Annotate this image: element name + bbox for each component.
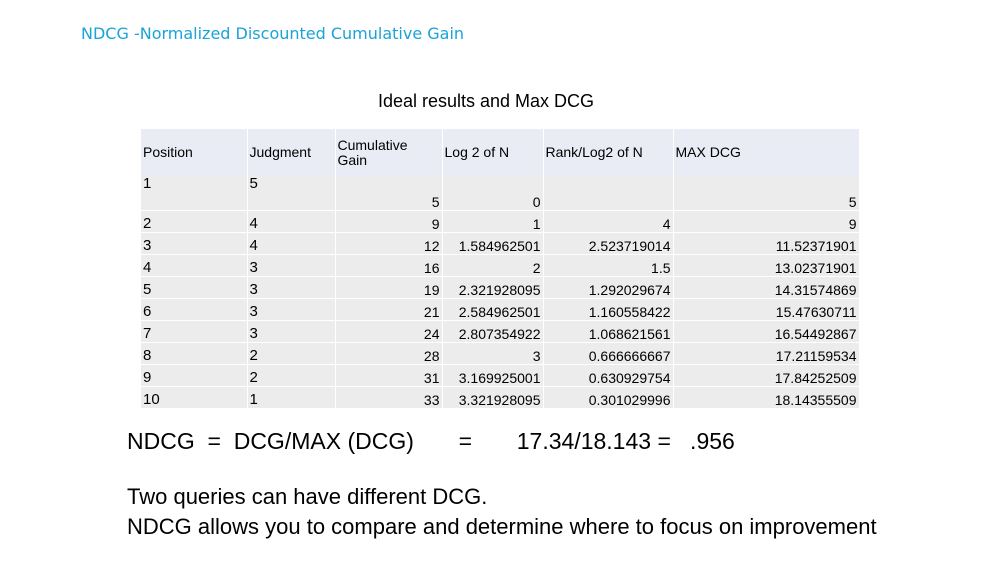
table-row: 10 1 33 3.321928095 0.301029996 18.14355509 bbox=[141, 386, 860, 409]
cell-position: 10 bbox=[141, 386, 248, 409]
header-position: Position bbox=[141, 129, 248, 176]
ideal-results-table: Position Judgment Cumulative Gain Log 2 … bbox=[141, 129, 860, 409]
cell-rank-log2-of-n: 0.666666667 bbox=[543, 342, 674, 365]
cell-cumulative-gain: 16 bbox=[335, 254, 443, 277]
cell-cumulative-gain: 33 bbox=[335, 386, 443, 409]
table-row: 9 2 31 3.169925001 0.630929754 17.84252509 bbox=[141, 364, 860, 387]
cell-position: 4 bbox=[141, 254, 248, 277]
cell-max-dcg: 5 bbox=[673, 176, 860, 211]
cell-log2-of-n: 3 bbox=[442, 342, 544, 365]
cell-cumulative-gain: 12 bbox=[335, 232, 443, 255]
cell-rank-log2-of-n: 4 bbox=[543, 210, 674, 233]
cell-rank-log2-of-n: 0.630929754 bbox=[543, 364, 674, 387]
cell-judgment: 1 bbox=[247, 386, 336, 409]
table-row: 6 3 21 2.584962501 1.160558422 15.47630711 bbox=[141, 298, 860, 321]
cell-position: 7 bbox=[141, 320, 248, 343]
header-cumulative-gain: Cumulative Gain bbox=[335, 129, 443, 176]
cell-cumulative-gain: 19 bbox=[335, 276, 443, 299]
table-row: 3 4 12 1.584962501 2.523719014 11.52371901 bbox=[141, 232, 860, 255]
cell-position: 5 bbox=[141, 276, 248, 299]
cell-cumulative-gain: 24 bbox=[335, 320, 443, 343]
table-row: 8 2 28 3 0.666666667 17.21159534 bbox=[141, 342, 860, 365]
table-row: 4 3 16 2 1.5 13.02371901 bbox=[141, 254, 860, 277]
cell-rank-log2-of-n: 1.5 bbox=[543, 254, 674, 277]
note-line-1: Two queries can have different DCG. bbox=[127, 484, 488, 509]
cell-max-dcg: 17.84252509 bbox=[673, 364, 860, 387]
cell-judgment: 5 bbox=[247, 176, 336, 211]
cell-position: 1 bbox=[141, 176, 248, 211]
cell-judgment: 3 bbox=[247, 320, 336, 343]
cell-log2-of-n: 0 bbox=[442, 176, 544, 211]
note-line-2: NDCG allows you to compare and determine… bbox=[127, 514, 877, 539]
cell-position: 3 bbox=[141, 232, 248, 255]
cell-judgment: 2 bbox=[247, 342, 336, 365]
cell-rank-log2-of-n: 2.523719014 bbox=[543, 232, 674, 255]
cell-max-dcg: 13.02371901 bbox=[673, 254, 860, 277]
cell-judgment: 4 bbox=[247, 232, 336, 255]
cell-judgment: 4 bbox=[247, 210, 336, 233]
cell-max-dcg: 16.54492867 bbox=[673, 320, 860, 343]
table-caption: Ideal results and Max DCG bbox=[377, 91, 595, 111]
cell-log2-of-n: 3.321928095 bbox=[442, 386, 544, 409]
header-log2-of-n: Log 2 of N bbox=[442, 129, 544, 176]
cell-rank-log2-of-n: 1.068621561 bbox=[543, 320, 674, 343]
cell-log2-of-n: 2 bbox=[442, 254, 544, 277]
table-header-row: Position Judgment Cumulative Gain Log 2 … bbox=[141, 129, 860, 176]
cell-judgment: 3 bbox=[247, 276, 336, 299]
cell-position: 6 bbox=[141, 298, 248, 321]
table-row: 7 3 24 2.807354922 1.068621561 16.54492867 bbox=[141, 320, 860, 343]
cell-rank-log2-of-n: 1.160558422 bbox=[543, 298, 674, 321]
cell-cumulative-gain: 21 bbox=[335, 298, 443, 321]
cell-max-dcg: 17.21159534 bbox=[673, 342, 860, 365]
cell-log2-of-n: 3.169925001 bbox=[442, 364, 544, 387]
table-row: 5 3 19 2.321928095 1.292029674 14.31574869 bbox=[141, 276, 860, 299]
cell-rank-log2-of-n: 0.301029996 bbox=[543, 386, 674, 409]
header-judgment: Judgment bbox=[247, 129, 336, 176]
cell-max-dcg: 14.31574869 bbox=[673, 276, 860, 299]
ndcg-formula: NDCG = DCG/MAX (DCG) = 17.34/18.143 = .9… bbox=[127, 428, 735, 454]
cell-position: 9 bbox=[141, 364, 248, 387]
cell-log2-of-n: 2.321928095 bbox=[442, 276, 544, 299]
cell-judgment: 2 bbox=[247, 364, 336, 387]
header-max-dcg: MAX DCG bbox=[673, 129, 860, 176]
cell-log2-of-n: 1 bbox=[442, 210, 544, 233]
slide-title: NDCG -Normalized Discounted Cumulative G… bbox=[81, 24, 465, 43]
cell-cumulative-gain: 9 bbox=[335, 210, 443, 233]
cell-position: 8 bbox=[141, 342, 248, 365]
cell-judgment: 3 bbox=[247, 298, 336, 321]
cell-position: 2 bbox=[141, 210, 248, 233]
cell-log2-of-n: 1.584962501 bbox=[442, 232, 544, 255]
cell-max-dcg: 11.52371901 bbox=[673, 232, 860, 255]
cell-max-dcg: 15.47630711 bbox=[673, 298, 860, 321]
cell-cumulative-gain: 31 bbox=[335, 364, 443, 387]
header-rank-log2-of-n: Rank/Log2 of N bbox=[543, 129, 674, 176]
cell-cumulative-gain: 5 bbox=[335, 176, 443, 211]
cell-rank-log2-of-n bbox=[543, 176, 674, 211]
cell-max-dcg: 18.14355509 bbox=[673, 386, 860, 409]
cell-max-dcg: 9 bbox=[673, 210, 860, 233]
cell-judgment: 3 bbox=[247, 254, 336, 277]
cell-log2-of-n: 2.807354922 bbox=[442, 320, 544, 343]
cell-cumulative-gain: 28 bbox=[335, 342, 443, 365]
cell-rank-log2-of-n: 1.292029674 bbox=[543, 276, 674, 299]
cell-log2-of-n: 2.584962501 bbox=[442, 298, 544, 321]
